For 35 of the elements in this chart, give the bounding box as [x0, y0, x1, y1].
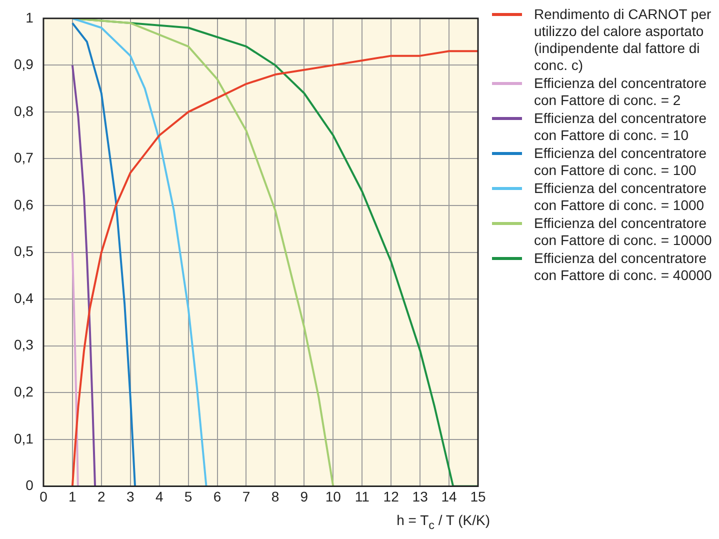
y-tick-label: 0 [26, 477, 34, 494]
y-tick-label: 0,6 [14, 196, 34, 212]
x-tick-label: 12 [383, 488, 400, 504]
x-tick-label: 2 [98, 488, 106, 504]
x-tick-label: 8 [271, 488, 280, 504]
x-tick-label: 9 [300, 488, 308, 504]
legend-label: Efficienza del concentratore con Fattore di conc. = 1000 [534, 180, 708, 214]
y-tick-label: 0,1 [14, 430, 34, 446]
x-tick-label: 10 [325, 488, 342, 504]
x-tick-label: 11 [354, 488, 370, 504]
legend-label: Efficienza del concentratore con Fattore di conc. = 2 [534, 75, 708, 109]
y-tick-label: 0,7 [14, 150, 34, 166]
y-tick-label: 0,8 [14, 102, 34, 119]
y-tick-label: 0,5 [14, 243, 34, 260]
x-tick-label: 6 [213, 488, 222, 504]
y-tick-label: 0,4 [14, 290, 34, 306]
y-tick-label: 0,2 [14, 384, 34, 400]
x-tick-label: 14 [441, 488, 458, 504]
x-tick-label: 7 [242, 488, 250, 504]
x-tick-label: 5 [184, 488, 192, 504]
x-tick-label: 3 [126, 488, 134, 504]
y-tick-label: 0,9 [14, 56, 34, 72]
legend-label: Rendimento di CARNOT per utilizzo del calore asportato (indipendente dal fattore di conc. c) [534, 6, 712, 74]
legend-label: Efficienza del concentratore con Fattore di conc. = 10000 [534, 215, 713, 249]
x-tick-label: 15 [470, 488, 486, 504]
legend-label: Efficienza del concentratore con Fattore di conc. = 100 [534, 145, 708, 179]
y-tick-label: 1 [26, 9, 34, 26]
x-tick-label: 0 [40, 488, 48, 504]
x-tick-label: 13 [412, 488, 428, 504]
x-axis-title: h = T$_{c}$ / T (K/K) [396, 512, 490, 532]
legend-label: Efficienza del concentratore con Fattore di conc. = 10 [534, 110, 708, 144]
y-tick-label: 0,3 [14, 336, 34, 353]
legend-label: Efficienza del concentratore con Fattore di conc. = 40000 [534, 250, 713, 284]
x-tick-label: 4 [155, 488, 164, 504]
x-tick-label: 1 [68, 488, 77, 504]
